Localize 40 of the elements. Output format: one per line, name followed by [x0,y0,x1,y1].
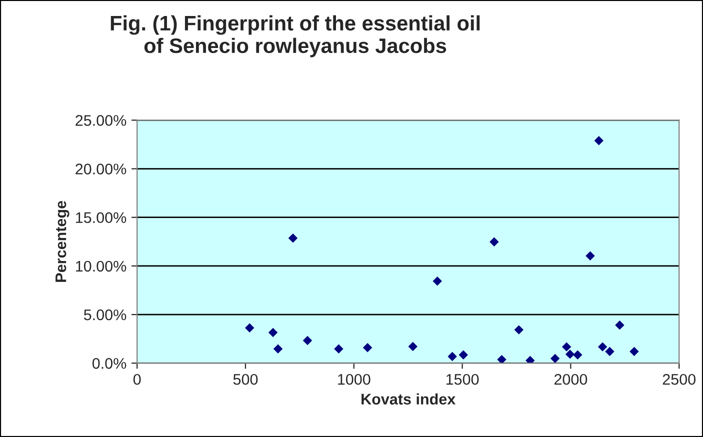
point [562,342,572,352]
point [605,346,614,356]
point [362,342,372,352]
point [302,336,312,346]
point [458,350,468,360]
point [598,342,608,352]
point [630,346,639,356]
point [268,328,278,338]
point [526,356,535,364]
y-tick-label: 5.00% [84,309,126,320]
point [565,350,575,359]
y-tick-label: 25.00% [76,115,126,126]
point [490,237,499,246]
point [573,350,582,360]
x-tick-label: 2500 [662,374,696,385]
x-tick-label: 2000 [554,374,588,385]
x-tick-label: 1000 [338,374,370,385]
point [594,136,604,146]
y-tick-label: 10.00% [76,260,126,272]
y-tick-label: 20.00% [76,164,126,174]
point [408,342,418,352]
chart-title: Fig. (1) Fingerprint of the essential oil of Senecio rowleyanus Jacobs [110,15,480,58]
point [432,276,442,286]
point [288,234,298,243]
point [514,325,524,334]
point [273,344,283,354]
point [497,354,506,364]
y-axis-title: Percentege [56,200,70,282]
x-tick-label: 0 [133,374,141,385]
y-tick-label: 15.00% [76,212,126,224]
point [245,323,254,332]
y-tick-label: 0.0% [92,358,126,369]
x-axis-title: Kovats index [362,393,456,405]
point [334,344,344,354]
point [550,354,560,364]
point [448,352,457,362]
x-tick-label: 500 [233,374,258,385]
point [615,320,624,330]
point [586,251,595,260]
x-tick-label: 1500 [446,374,479,385]
